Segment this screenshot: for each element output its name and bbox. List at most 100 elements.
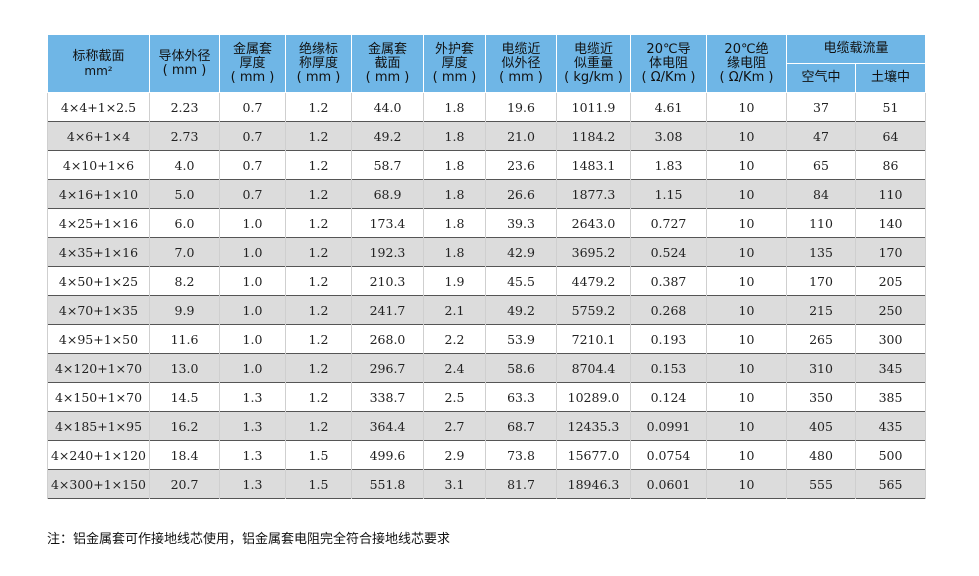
header-line: 20℃绝 <box>724 41 769 57</box>
header-in-air: 空气中 <box>786 63 856 93</box>
table-cell: 499.6 <box>351 440 424 470</box>
header-sheath-thickness: 金属套 厚度 ( mm ) <box>219 34 286 93</box>
table-cell: 1.5 <box>285 440 352 470</box>
table-cell: 84 <box>786 179 856 209</box>
table-row: 4×300+1×150 20.7 1.3 1.5 551.8 3.1 81.7 18946.3… <box>47 469 926 499</box>
table-cell: 1.2 <box>285 208 352 238</box>
table-cell: 10 <box>706 237 787 267</box>
table-cell: 1.0 <box>219 353 286 383</box>
header-line: 体电阻 <box>648 55 688 71</box>
header-line: mm² <box>84 63 113 78</box>
table-row: 4×150+1×70 14.5 1.3 1.2 338.7 2.5 63.3 10289.0 0… <box>47 382 926 412</box>
table-cell: 10 <box>706 179 787 209</box>
table-cell: 4×4+1×2.5 <box>47 92 150 122</box>
table-cell: 5759.2 <box>556 295 631 325</box>
header-line: ( mm ) <box>230 69 275 85</box>
header-line: 截面 <box>374 55 401 71</box>
table-cell: 140 <box>855 208 926 238</box>
table-cell: 39.3 <box>485 208 557 238</box>
table-cell: 4×95+1×50 <box>47 324 150 354</box>
table-cell: 23.6 <box>485 150 557 180</box>
table-cell: 65 <box>786 150 856 180</box>
table-cell: 2.5 <box>423 382 486 412</box>
header-conductor-resistance: 20℃导 体电阻 ( Ω/Km ) <box>630 34 707 93</box>
header-line: 标称截面 <box>72 48 125 64</box>
table-cell: 0.0754 <box>630 440 707 470</box>
table-cell: 205 <box>855 266 926 296</box>
table-cell: 4×300+1×150 <box>47 469 150 499</box>
table-cell: 385 <box>855 382 926 412</box>
table-cell: 0.7 <box>219 179 286 209</box>
table-cell: 1483.1 <box>556 150 631 180</box>
table-cell: 1.15 <box>630 179 707 209</box>
table-cell: 170 <box>786 266 856 296</box>
table-cell: 1.2 <box>285 382 352 412</box>
table-cell: 215 <box>786 295 856 325</box>
table-cell: 4479.2 <box>556 266 631 296</box>
table-row: 4×70+1×35 9.9 1.0 1.2 241.7 2.1 49.2 5759.2 0.26… <box>47 295 926 325</box>
table-cell: 53.9 <box>485 324 557 354</box>
header-line: ( Ω/Km ) <box>641 69 696 85</box>
table-cell: 8704.4 <box>556 353 631 383</box>
table-cell: 4×25+1×16 <box>47 208 150 238</box>
table-cell: 0.7 <box>219 121 286 151</box>
table-cell: 2.4 <box>423 353 486 383</box>
table-cell: 2643.0 <box>556 208 631 238</box>
table-cell: 0.193 <box>630 324 707 354</box>
table-row: 4×25+1×16 6.0 1.0 1.2 173.4 1.8 39.3 2643.0 0.72… <box>47 208 926 238</box>
table-cell: 345 <box>855 353 926 383</box>
table-cell: 135 <box>786 237 856 267</box>
table-cell: 45.5 <box>485 266 557 296</box>
header-line: ( kg/km ) <box>564 69 623 85</box>
table-cell: 4×240+1×120 <box>47 440 150 470</box>
table-cell: 1.8 <box>423 121 486 151</box>
footnote: 注：铝金属套可作接地线芯使用，铝金属套电阻完全符合接地线芯要求 <box>47 532 451 547</box>
table-cell: 210.3 <box>351 266 424 296</box>
table-cell: 4.61 <box>630 92 707 122</box>
table-cell: 0.153 <box>630 353 707 383</box>
header-line: 导体外径 <box>158 48 211 64</box>
table-cell: 4×70+1×35 <box>47 295 150 325</box>
table-cell: 268.0 <box>351 324 424 354</box>
table-cell: 0.0991 <box>630 411 707 441</box>
table-cell: 10 <box>706 324 787 354</box>
table-cell: 173.4 <box>351 208 424 238</box>
table-cell: 0.524 <box>630 237 707 267</box>
header-line: ( Ω/Km ) <box>719 69 774 85</box>
table-row: 4×120+1×70 13.0 1.0 1.2 296.7 2.4 58.6 8704.4 0.… <box>47 353 926 383</box>
table-cell: 551.8 <box>351 469 424 499</box>
header-insulation-resistance: 20℃绝 缘电阻 ( Ω/Km ) <box>706 34 787 93</box>
header-outer-sheath-thickness: 外护套 厚度 ( mm ) <box>423 34 486 93</box>
table-cell: 0.387 <box>630 266 707 296</box>
table-cell: 10 <box>706 295 787 325</box>
table-cell: 44.0 <box>351 92 424 122</box>
table-row: 4×185+1×95 16.2 1.3 1.2 364.4 2.7 68.7 12435.3 0… <box>47 411 926 441</box>
table-cell: 10 <box>706 440 787 470</box>
header-line: ( mm ) <box>296 69 341 85</box>
table-cell: 250 <box>855 295 926 325</box>
header-line: 缘电阻 <box>726 55 766 71</box>
table-row: 4×50+1×25 8.2 1.0 1.2 210.3 1.9 45.5 4479.2 0.38… <box>47 266 926 296</box>
table-cell: 110 <box>855 179 926 209</box>
table-cell: 3.08 <box>630 121 707 151</box>
table-cell: 58.6 <box>485 353 557 383</box>
table-row: 4×10+1×6 4.0 0.7 1.2 58.7 1.8 23.6 1483.1 1.83 10… <box>47 150 926 180</box>
table-cell: 1.2 <box>285 411 352 441</box>
table-cell: 7210.1 <box>556 324 631 354</box>
header-line: 绝缘标 <box>298 41 338 57</box>
table-cell: 405 <box>786 411 856 441</box>
table-cell: 6.0 <box>149 208 220 238</box>
table-cell: 18946.3 <box>556 469 631 499</box>
table-cell: 1.2 <box>285 353 352 383</box>
table-cell: 4×10+1×6 <box>47 150 150 180</box>
table-cell: 20.7 <box>149 469 220 499</box>
table-cell: 1.2 <box>285 121 352 151</box>
table-cell: 364.4 <box>351 411 424 441</box>
table-cell: 4×120+1×70 <box>47 353 150 383</box>
table-row: 4×35+1×16 7.0 1.0 1.2 192.3 1.8 42.9 3695.2 0.52… <box>47 237 926 267</box>
table-cell: 4×185+1×95 <box>47 411 150 441</box>
table-cell: 2.73 <box>149 121 220 151</box>
table-cell: 2.2 <box>423 324 486 354</box>
header-cable-weight: 电缆近 似重量 ( kg/km ) <box>556 34 631 93</box>
table-cell: 64 <box>855 121 926 151</box>
